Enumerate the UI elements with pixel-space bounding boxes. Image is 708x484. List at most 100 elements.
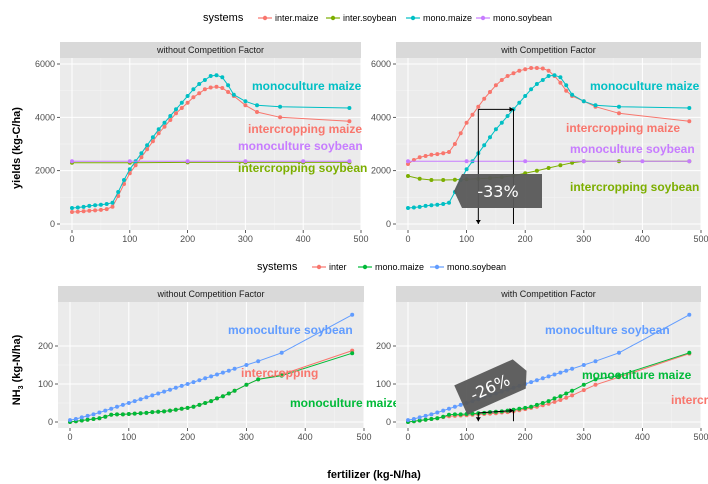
facet-strip (396, 42, 701, 58)
data-point (156, 131, 161, 136)
data-point (493, 127, 498, 132)
data-point (256, 377, 261, 382)
x-tick-label: 500 (693, 234, 708, 244)
data-point (540, 66, 545, 71)
data-point (103, 408, 108, 413)
data-point (156, 409, 161, 414)
data-point (98, 202, 103, 207)
data-point (214, 84, 219, 89)
data-point (581, 382, 586, 387)
data-point (517, 68, 522, 73)
data-point (458, 131, 463, 136)
data-point (110, 204, 115, 209)
percentage-callout: -33% (454, 174, 542, 208)
data-point (122, 178, 126, 182)
panel-1: without Competition Factor 0 100 200 300 400 5… (35, 42, 369, 244)
series-annotation: monoculture maize (582, 368, 692, 382)
data-point (529, 66, 534, 70)
data-point (540, 376, 545, 381)
data-point (110, 200, 115, 205)
data-point (617, 373, 621, 378)
data-point (226, 368, 231, 373)
x-tick-label: 400 (296, 234, 311, 244)
data-point (617, 111, 621, 116)
series-annotation: monoculture soybean (238, 139, 363, 153)
data-point (546, 74, 551, 78)
data-point (406, 418, 410, 423)
data-point (243, 99, 248, 104)
data-point (179, 383, 184, 388)
x-tick-label: 100 (122, 234, 137, 244)
data-point (552, 399, 557, 404)
data-point (139, 155, 144, 160)
data-point (79, 415, 84, 420)
series-mono.soybean (70, 159, 352, 164)
arrow-head (475, 220, 481, 224)
data-point (232, 366, 237, 371)
legend-top-title: systems (203, 12, 244, 24)
data-point (687, 159, 692, 164)
data-point (203, 401, 208, 405)
data-point (517, 406, 522, 411)
series-mono.soybean (68, 312, 355, 423)
data-point (231, 92, 236, 97)
data-point (482, 96, 487, 101)
data-point (505, 114, 510, 118)
data-point (347, 106, 352, 110)
x-tick-label: 100 (121, 432, 136, 442)
x-tick-label: 400 (635, 432, 650, 442)
legend-label: mono.maize (423, 13, 472, 23)
data-point (476, 104, 481, 109)
data-point (168, 387, 172, 392)
y-tick-label: 100 (376, 379, 391, 389)
data-point (417, 418, 422, 423)
data-point (534, 82, 539, 86)
data-point (185, 100, 190, 105)
series-mono.soybean (406, 159, 692, 164)
series-annotation: monoculture maize (252, 79, 362, 93)
data-point (215, 396, 219, 401)
data-point (546, 68, 551, 73)
legend-key-point (330, 15, 336, 21)
callout-label: -33% (477, 182, 518, 201)
data-point (120, 412, 125, 417)
data-point (220, 394, 225, 399)
data-point (350, 351, 355, 356)
data-point (191, 95, 196, 100)
data-point (68, 418, 72, 423)
arrow-line (478, 410, 514, 414)
data-point (162, 409, 167, 414)
data-point (197, 402, 202, 407)
data-point (441, 414, 446, 419)
data-point (593, 103, 598, 108)
bottom-y-axis-label-sub: 3 (18, 385, 25, 389)
data-point (191, 404, 196, 409)
series-annotation: monoculture maize (290, 396, 400, 410)
data-point (523, 159, 528, 164)
data-point (279, 350, 284, 355)
data-point (429, 203, 434, 208)
data-point (98, 207, 103, 212)
series-annotation: intercropping soybean (570, 180, 699, 194)
facet-strip (396, 286, 701, 302)
data-point (687, 312, 692, 317)
data-point (220, 75, 225, 80)
legend-label: inter.maize (275, 13, 319, 23)
data-point (91, 417, 96, 421)
data-point (115, 412, 119, 417)
legend-key-point (434, 264, 440, 270)
y-tick-label: 200 (376, 341, 391, 351)
bottom-y-axis-label-main: NH (11, 389, 23, 405)
legend-label: mono.soybean (493, 13, 552, 23)
data-point (534, 168, 539, 173)
data-point (447, 406, 451, 411)
panel-3: without Competition Factor 0 100 200 300 400 5… (38, 286, 400, 442)
data-point (220, 86, 225, 90)
data-point (499, 78, 504, 82)
data-point (435, 152, 440, 157)
data-point (75, 209, 80, 214)
data-point (488, 90, 492, 94)
y-tick-label: 2000 (35, 166, 55, 176)
data-point (464, 167, 469, 172)
data-point (156, 391, 161, 396)
